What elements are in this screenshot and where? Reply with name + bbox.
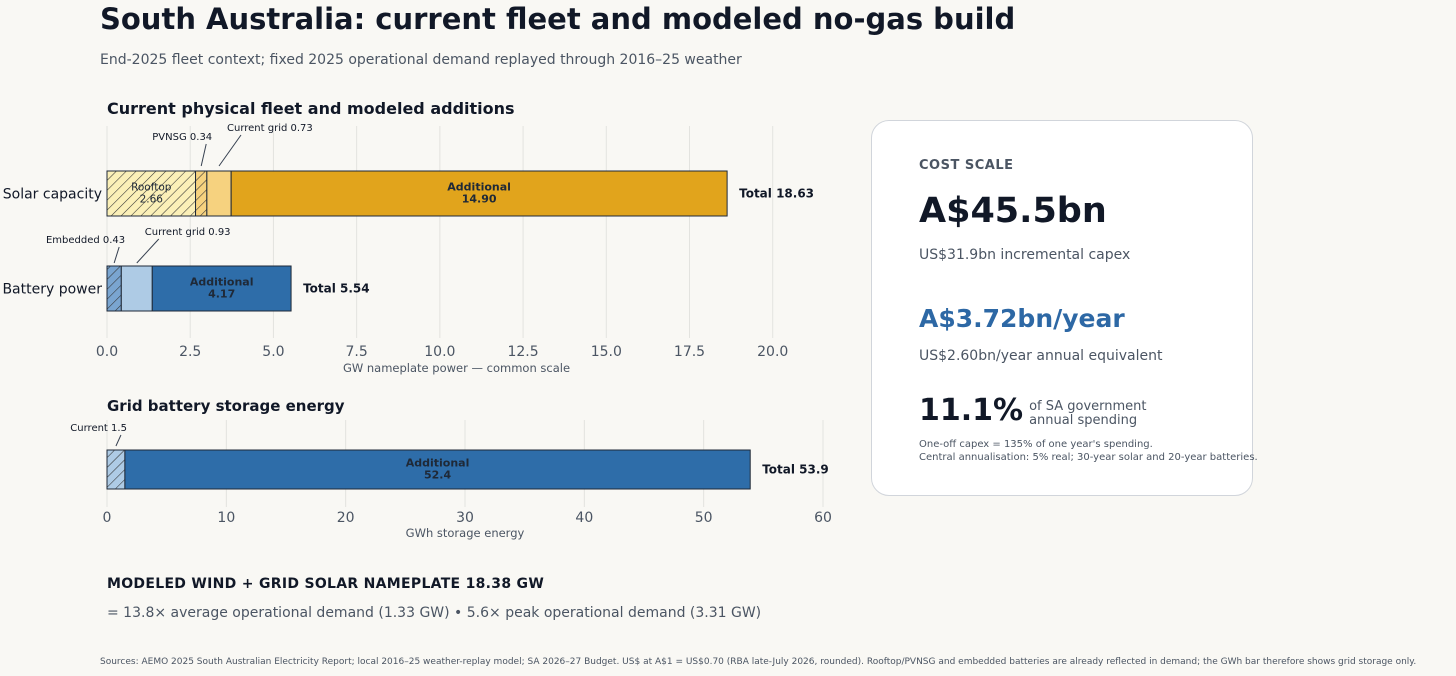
x-tick-label: 0 [103,510,112,526]
x-tick-label: 15.0 [591,344,622,360]
bar-segment-current-grid [206,171,232,216]
x-tick-label: 10 [217,510,235,526]
bar-segment-additional [152,266,292,311]
segment-callout-label: Current grid 0.93 [145,227,231,238]
segment-data-label: Additional 4.17 [190,276,254,301]
spending-share-label: of SA government annual spending [1029,399,1147,428]
segment-callout-label: Current 1.5 [70,423,127,434]
bar-segment-hatch [107,266,122,311]
bar-total-label: Total 18.63 [739,187,814,201]
x-tick-label: 2.5 [179,344,201,360]
x-tick-label: 12.5 [507,344,538,360]
page-subtitle: End-2025 fleet context; fixed 2025 opera… [100,52,742,68]
bar-segment-additional [231,171,728,216]
spending-share-row: 11.1% of SA government annual spending [919,393,1159,429]
x-axis-label: GWh storage energy [406,526,525,540]
bar-segment-hatch [195,171,207,216]
bar-total-label: Total 53.9 [762,463,829,477]
segment-data-label: Additional 14.90 [447,181,511,206]
bar-segment-hatch [107,171,196,216]
x-tick-label: 40 [575,510,593,526]
x-tick-label: 30 [456,510,474,526]
bar-segment-outline [124,449,751,490]
annual-aud-value: A$3.72bn/year [919,304,1125,333]
callout-leader-line [115,434,122,447]
storage-chart-title: Grid battery storage energy [107,397,345,415]
x-tick-label: 20 [337,510,355,526]
fleet-chart-title: Current physical fleet and modeled addit… [107,99,515,118]
wind-solar-nameplate-heading: MODELED WIND + GRID SOLAR NAMEPLATE 18.3… [107,576,545,592]
capex-note: One-off capex = 135% of one year's spend… [919,439,1153,450]
bar-segment-outline [230,170,728,217]
spending-share-value: 11.1% [919,393,1024,428]
category-label: Solar capacity [3,187,102,203]
capex-aud-value: A$45.5bn [919,191,1107,231]
x-tick-label: 17.5 [674,344,705,360]
segment-data-label: Rooftop 2.66 [131,182,172,206]
cost-card-heading: COST SCALE [919,158,1014,173]
x-axis-label: GW nameplate power — common scale [343,361,570,375]
bar-segment-hatch [107,450,125,489]
page-title: South Australia: current fleet and model… [100,2,1016,36]
callout-leader-line [136,238,160,264]
segment-callout-label: Current grid 0.73 [227,123,313,134]
bar-segment-outline [151,265,292,312]
fleet-power-chart: 0.0 2.5 5.0 7.5 10.0 12.5 15.0 17.5 20.0 GW namep… [2,123,814,375]
sources-footnote: Sources: AEMO 2025 South Australian Elec… [100,657,1417,667]
x-tick-label: 0.0 [96,344,118,360]
category-label: Battery power [2,282,102,298]
charts-canvas: Current physical fleet and modeled addit… [2,99,832,540]
annual-usd-caption: US$2.60bn/year annual equivalent [919,348,1163,364]
segment-callout-label: Embedded 0.43 [46,235,125,246]
callout-leader-line [218,134,242,167]
capex-usd-caption: US$31.9bn incremental capex [919,247,1131,263]
bar-segment-additional [124,450,751,489]
bar-total-label: Total 5.54 [303,282,370,296]
x-tick-label: 20.0 [757,344,788,360]
segment-data-label: Additional 52.4 [406,457,470,482]
callout-leader-line [113,246,120,264]
x-tick-label: 50 [695,510,713,526]
annualisation-note: Central annualisation: 5% real; 30-year … [919,452,1258,463]
x-tick-label: 5.0 [262,344,284,360]
x-tick-label: 7.5 [346,344,368,360]
wind-solar-nameplate-detail: = 13.8× average operational demand (1.33… [107,605,762,621]
segment-callout-label: PVNSG 0.34 [152,132,212,143]
cost-scale-card: COST SCALE A$45.5bn US$31.9bn incrementa… [871,120,1258,496]
bar-segment-current-grid [121,266,153,311]
callout-leader-line [200,143,207,167]
storage-energy-chart: 0 10 20 30 40 50 60 GWh storage energy Current 1… [70,420,832,540]
x-tick-label: 10.0 [424,344,455,360]
x-tick-label: 60 [814,510,832,526]
